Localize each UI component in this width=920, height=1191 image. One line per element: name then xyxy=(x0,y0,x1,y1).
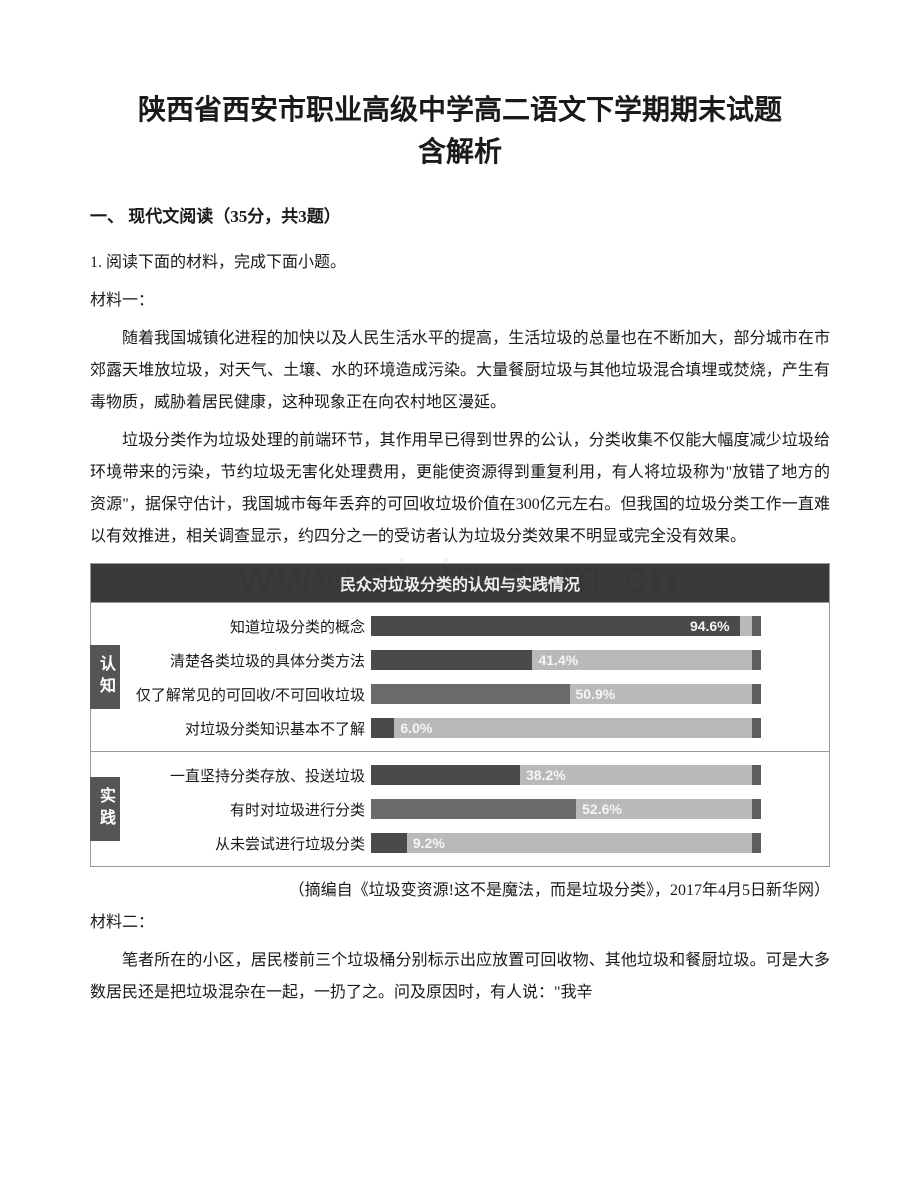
chart-row-label: 有时对垃圾进行分类 xyxy=(119,799,371,820)
chart-bar: 41.4% xyxy=(371,650,823,670)
title-line-2: 含解析 xyxy=(418,137,502,168)
chart-bar: 6.0% xyxy=(371,718,823,738)
chart-group-tab-label: 实践 xyxy=(90,777,120,841)
chart-bar-fill xyxy=(371,650,532,670)
chart-bar-cap xyxy=(752,833,761,853)
chart-bar: 38.2% xyxy=(371,765,823,785)
chart-bar-cap xyxy=(752,650,761,670)
paragraph-1: 随着我国城镇化进程的加快以及人民生活水平的提高，生活垃圾的总量也在不断加大，部分… xyxy=(90,323,830,419)
chart-bar-value: 41.4% xyxy=(532,650,578,670)
chart-bar: 94.6% xyxy=(371,616,823,636)
chart-bar-value: 50.9% xyxy=(570,684,616,704)
chart-bar-fill xyxy=(371,684,570,704)
chart-group: 实践一直坚持分类存放、投送垃圾 38.2% 有时对垃圾进行分类 52.6% 从未尝试进行… xyxy=(91,751,829,866)
chart-group-tab: 实践 xyxy=(91,752,119,866)
chart-bar-rest xyxy=(394,718,752,738)
chart-bar-value: 52.6% xyxy=(576,799,622,819)
chart-bar-rest xyxy=(740,616,752,636)
chart-bar-fill xyxy=(371,718,394,738)
chart-group-tab: 认知 xyxy=(91,603,119,751)
chart-row: 有时对垃圾进行分类 52.6% xyxy=(119,792,823,826)
chart-group-tab-label: 认知 xyxy=(90,645,120,709)
title-line-1: 陕西省西安市职业高级中学高二语文下学期期末试题 xyxy=(138,95,782,126)
material-2-label: 材料二： xyxy=(90,907,830,939)
chart-bar-fill xyxy=(371,833,407,853)
chart-title: 民众对垃圾分类的认知与实践情况 xyxy=(91,564,829,602)
question-lead: 1. 阅读下面的材料，完成下面小题。 xyxy=(90,247,830,279)
chart-bar-value: 6.0% xyxy=(394,718,432,738)
chart-row-label: 清楚各类垃圾的具体分类方法 xyxy=(119,650,371,671)
chart-row: 从未尝试进行垃圾分类 9.2% xyxy=(119,826,823,860)
chart-bar-cap xyxy=(752,616,761,636)
chart-row-label: 一直坚持分类存放、投送垃圾 xyxy=(119,765,371,786)
chart-group: 认知 知道垃圾分类的概念 94.6% 清楚各类垃圾的具体分类方法 41.4% 仅了解常见的… xyxy=(91,602,829,751)
chart-caption: （摘编自《垃圾变资源!这不是魔法，而是垃圾分类》，2017年4月5日新华网） xyxy=(90,875,830,907)
chart-bar: 52.6% xyxy=(371,799,823,819)
chart-row: 对垃圾分类知识基本不了解 6.0% xyxy=(119,711,823,745)
chart-bar-value: 9.2% xyxy=(407,833,445,853)
chart-row-label: 仅了解常见的可回收/不可回收垃圾 xyxy=(119,684,371,705)
chart-rows: 知道垃圾分类的概念 94.6% 清楚各类垃圾的具体分类方法 41.4% 仅了解常见的可回… xyxy=(119,603,829,751)
chart-row: 仅了解常见的可回收/不可回收垃圾 50.9% xyxy=(119,677,823,711)
chart-bar-value: 94.6% xyxy=(684,616,730,636)
chart-bar-fill xyxy=(371,765,520,785)
paragraph-3: 笔者所在的小区，居民楼前三个垃圾桶分别标示出应放置可回收物、其他垃圾和餐厨垃圾。… xyxy=(90,945,830,1009)
chart-bar-cap xyxy=(752,765,761,785)
chart-row-label: 对垃圾分类知识基本不了解 xyxy=(119,718,371,739)
section-heading: 一、 现代文阅读（35分，共3题） xyxy=(90,202,830,227)
chart-bar-cap xyxy=(752,799,761,819)
chart-bar-rest xyxy=(407,833,752,853)
paragraph-2: 垃圾分类作为垃圾处理的前端环节，其作用早已得到世界的公认，分类收集不仅能大幅度减… xyxy=(90,425,830,553)
chart-bar-cap xyxy=(752,718,761,738)
chart-bar-cap xyxy=(752,684,761,704)
material-1-label: 材料一： xyxy=(90,285,830,317)
survey-chart: 民众对垃圾分类的认知与实践情况 认知 知道垃圾分类的概念 94.6% 清楚各类垃圾的具… xyxy=(90,563,830,867)
chart-rows: 一直坚持分类存放、投送垃圾 38.2% 有时对垃圾进行分类 52.6% 从未尝试进行垃圾… xyxy=(119,752,829,866)
page-title: 陕西省西安市职业高级中学高二语文下学期期末试题 含解析 xyxy=(90,90,830,174)
chart-bar: 50.9% xyxy=(371,684,823,704)
chart-bar-value: 38.2% xyxy=(520,765,566,785)
chart-row-label: 知道垃圾分类的概念 xyxy=(119,616,371,637)
chart-row: 知道垃圾分类的概念 94.6% xyxy=(119,609,823,643)
chart-row: 清楚各类垃圾的具体分类方法 41.4% xyxy=(119,643,823,677)
chart-bar: 9.2% xyxy=(371,833,823,853)
chart-row: 一直坚持分类存放、投送垃圾 38.2% xyxy=(119,758,823,792)
chart-bar-fill xyxy=(371,799,576,819)
chart-row-label: 从未尝试进行垃圾分类 xyxy=(119,833,371,854)
